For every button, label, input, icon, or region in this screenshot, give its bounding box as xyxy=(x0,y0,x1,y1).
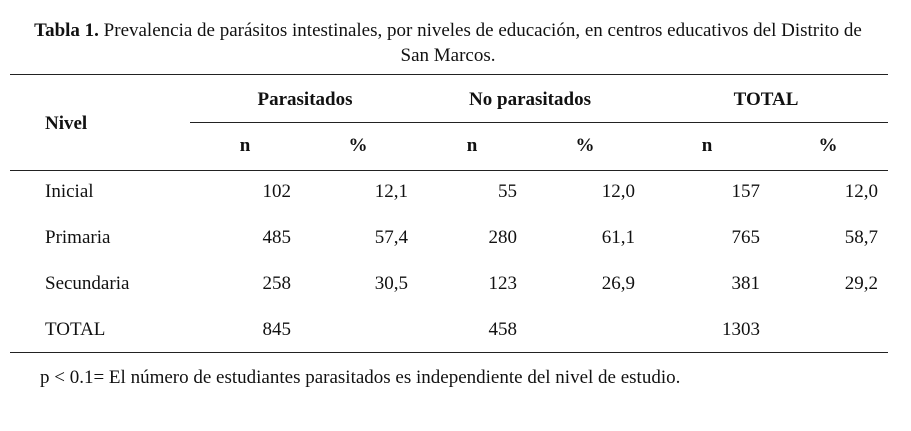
group-header: TOTAL xyxy=(733,89,799,110)
cell: 381 xyxy=(731,273,761,294)
group-rule xyxy=(190,122,888,123)
row-label: Primaria xyxy=(45,227,111,248)
caption: Tabla 1. Prevalencia de parásitos intest… xyxy=(28,18,868,68)
cell: 258 xyxy=(262,273,292,294)
cell: 26,9 xyxy=(601,273,635,294)
cell: 102 xyxy=(262,181,292,202)
cell: 12,0 xyxy=(844,181,878,202)
cell: 57,4 xyxy=(374,227,408,248)
cell: 157 xyxy=(731,181,761,202)
cell: 123 xyxy=(488,273,518,294)
cell: 61,1 xyxy=(601,227,635,248)
cell: 12,0 xyxy=(601,181,635,202)
cell: 58,7 xyxy=(844,227,878,248)
row-header: Nivel xyxy=(45,113,88,134)
subheader: % xyxy=(575,135,595,156)
caption-label: Tabla 1. xyxy=(34,20,99,41)
header-rule xyxy=(10,170,888,171)
row-label: TOTAL xyxy=(45,319,106,340)
row-label: Secundaria xyxy=(45,273,130,294)
cell: 485 xyxy=(262,227,292,248)
footnote: p < 0.1= El número de estudiantes parasi… xyxy=(40,367,681,388)
top-rule xyxy=(10,74,888,75)
row-label: Inicial xyxy=(45,181,94,202)
cell: 765 xyxy=(731,227,761,248)
cell: 458 xyxy=(488,319,518,340)
group-header: Parasitados xyxy=(257,89,353,110)
cell: 845 xyxy=(262,319,292,340)
subheader: % xyxy=(348,135,368,156)
cell: 1303 xyxy=(722,319,760,340)
cell: 29,2 xyxy=(844,273,878,294)
cell: 55 xyxy=(498,181,517,202)
cell: 12,1 xyxy=(374,181,408,202)
subheader: n xyxy=(239,135,251,156)
subheader: % xyxy=(818,135,838,156)
group-header: No parasitados xyxy=(469,89,591,110)
bottom-rule xyxy=(10,352,888,353)
cell: 280 xyxy=(488,227,518,248)
subheader: n xyxy=(466,135,478,156)
caption-text: Prevalencia de parásitos intestinales, p… xyxy=(103,20,862,66)
cell: 30,5 xyxy=(374,273,408,294)
subheader: n xyxy=(701,135,713,156)
